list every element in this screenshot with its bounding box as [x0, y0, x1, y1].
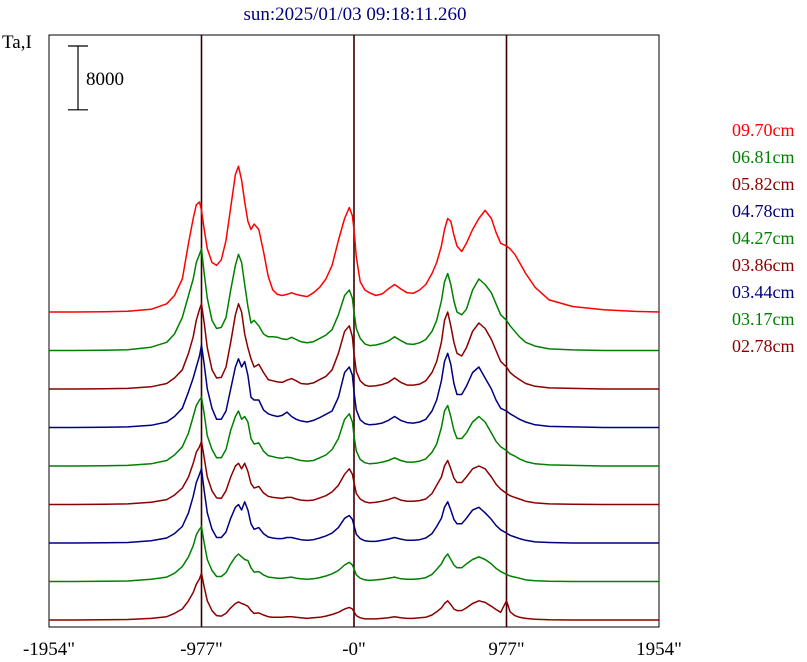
trace-05.82cm	[49, 303, 659, 390]
traces	[49, 165, 660, 621]
trace-09.70cm	[49, 165, 660, 313]
legend-item: 06.81cm	[732, 147, 795, 167]
trace-04.27cm	[49, 396, 659, 467]
trace-06.81cm	[49, 248, 659, 352]
legend: 09.70cm 06.81cm 05.82cm 04.78cm 04.27cm 03.86…	[732, 120, 795, 356]
scale-bar-label: 8000	[86, 69, 124, 90]
trace-04.78cm	[49, 344, 659, 429]
x-tick-label: -977"	[180, 639, 223, 660]
legend-item: 03.44cm	[732, 282, 795, 302]
legend-item: 03.17cm	[732, 309, 795, 329]
legend-item: 03.86cm	[732, 255, 795, 275]
y-axis-label: Ta,I	[2, 32, 32, 53]
x-tick-label: -1954"	[23, 639, 75, 660]
legend-item: 02.78cm	[732, 336, 795, 356]
legend-item: 09.70cm	[732, 120, 795, 140]
x-tick-label: 977"	[488, 639, 524, 660]
legend-item: 04.78cm	[732, 201, 795, 221]
trace-03.17cm	[49, 525, 659, 583]
trace-03.44cm	[49, 468, 659, 544]
x-tick-label: -0"	[342, 639, 366, 660]
legend-item: 05.82cm	[732, 174, 795, 194]
trace-02.78cm	[49, 572, 659, 621]
legend-item: 04.27cm	[732, 228, 795, 248]
vertical-reference-lines	[200, 35, 508, 627]
trace-03.86cm	[49, 440, 659, 506]
x-tick-label: 1954"	[636, 639, 682, 660]
chart-title: sun:2025/01/03 09:18:11.260	[243, 4, 466, 25]
scale-bar: 8000	[68, 45, 124, 111]
x-tick-labels: -1954" -977" -0" 977" 1954"	[23, 639, 682, 660]
